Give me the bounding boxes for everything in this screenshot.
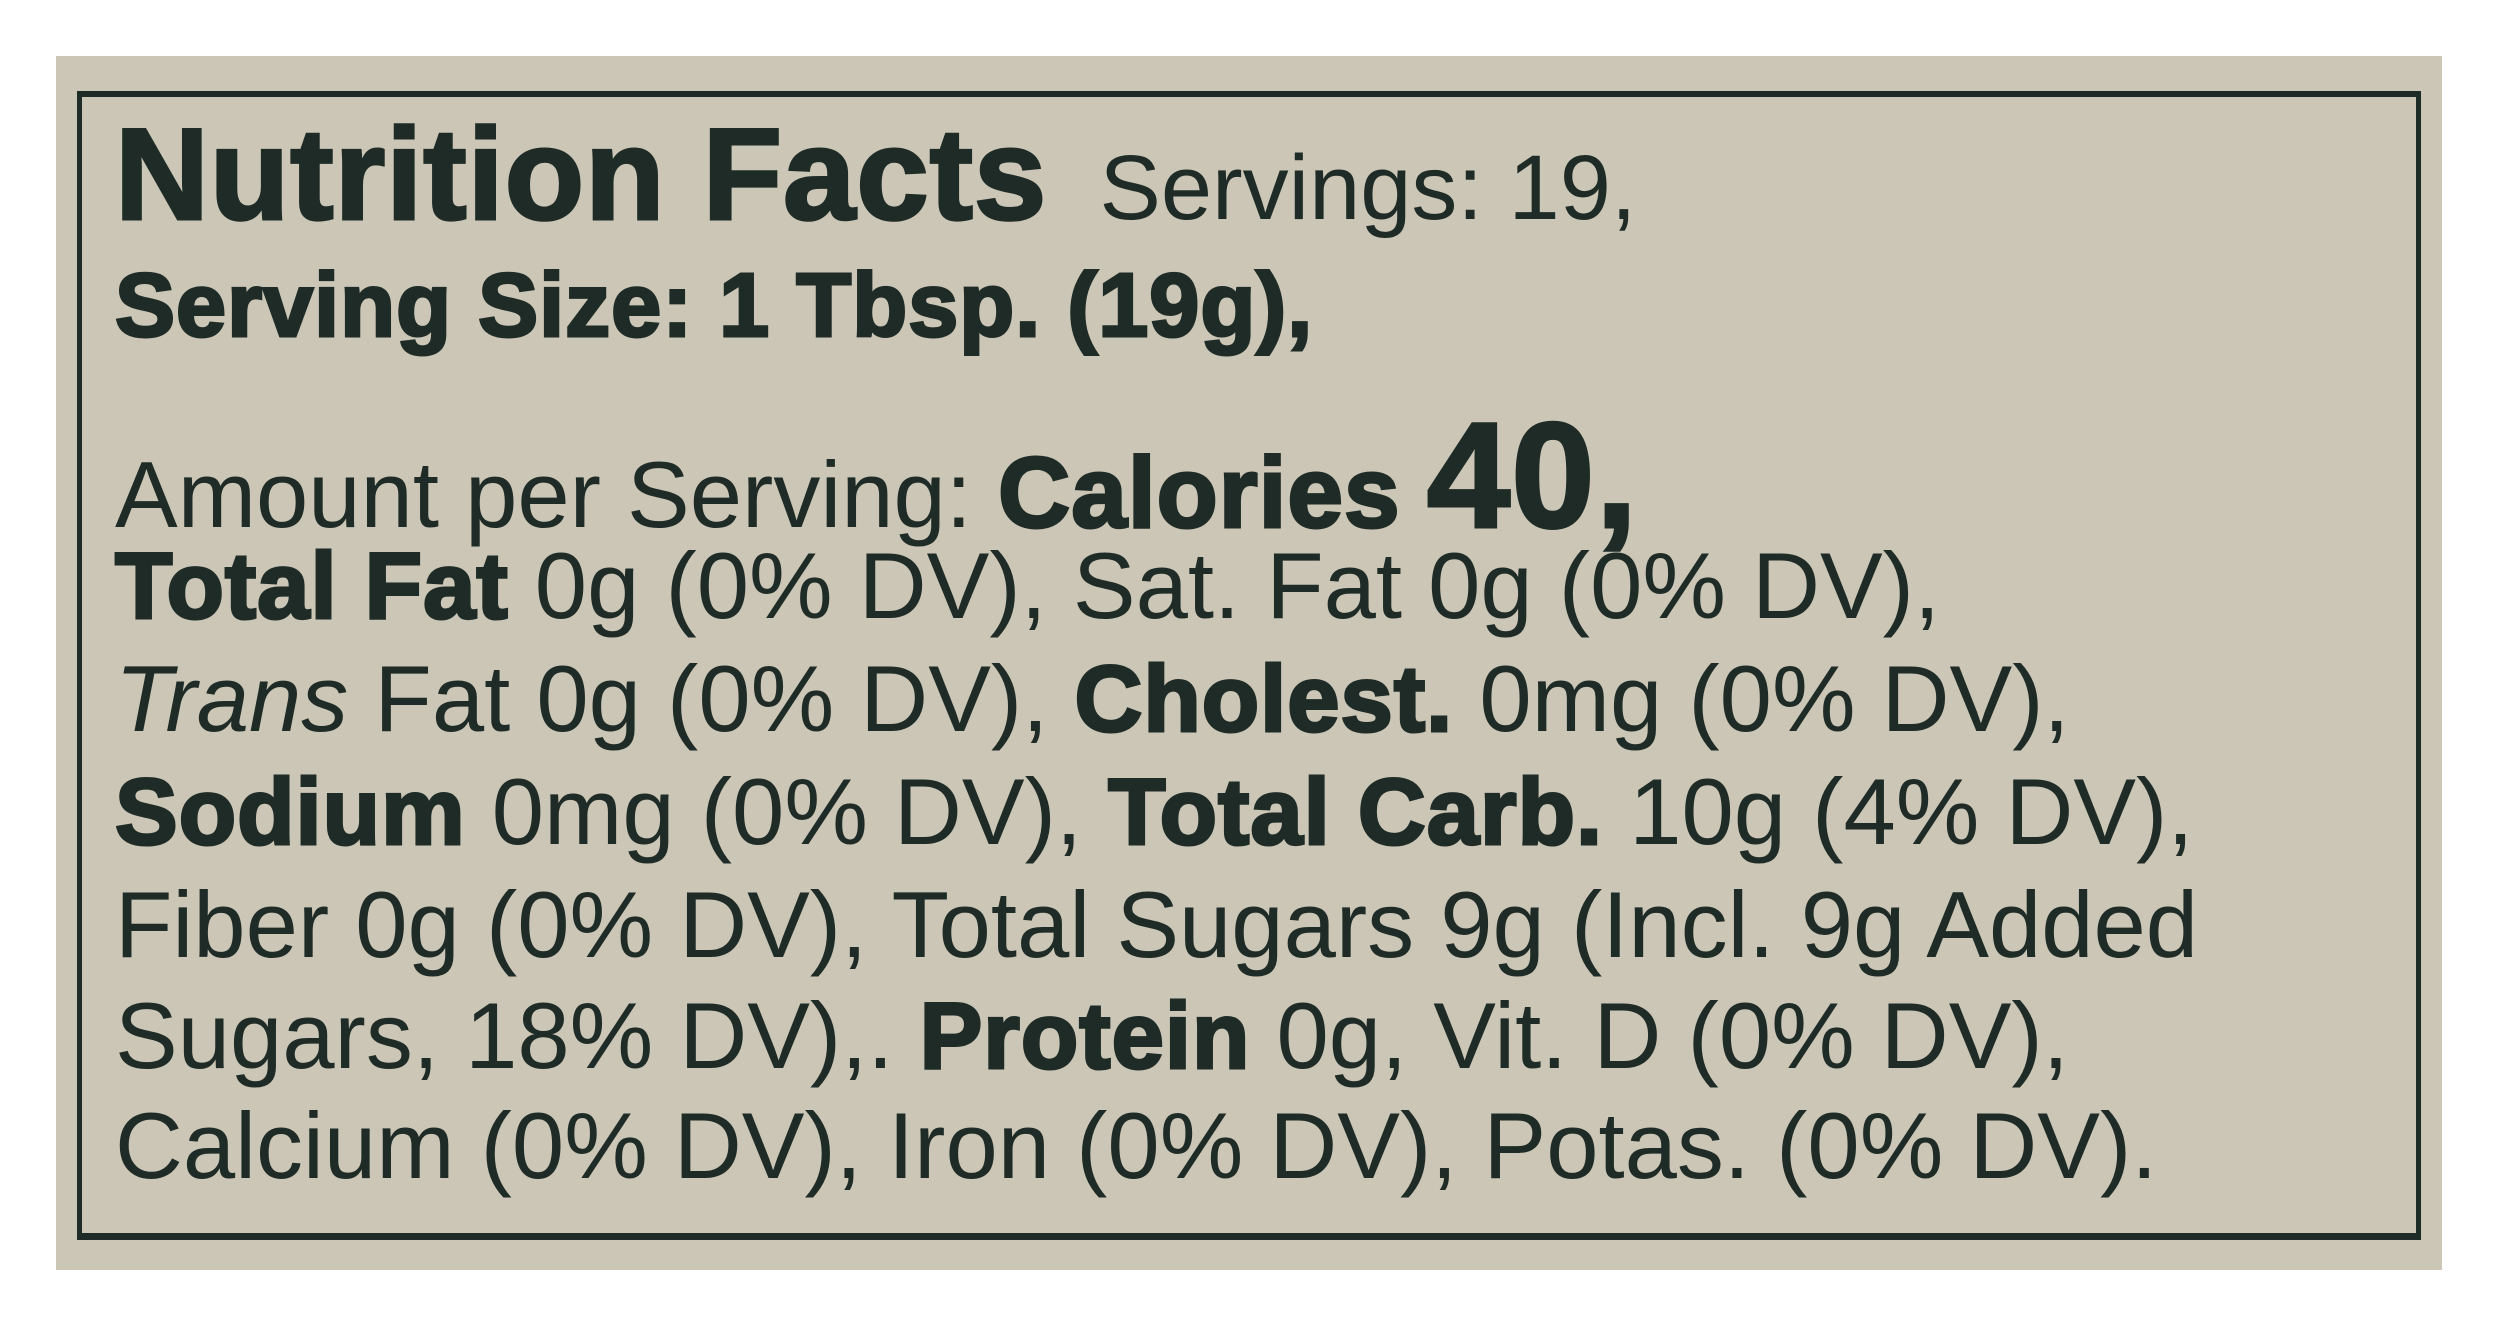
total-fat-label: Total Fat <box>114 532 510 640</box>
total-fat-value: 0g (0% DV), Sat. Fat 0g (0% DV), <box>508 533 1941 638</box>
label-border <box>77 91 2421 1240</box>
fat-line: Total Fat 0g (0% DV), Sat. Fat 0g (0% DV… <box>114 530 1941 642</box>
sodium-line: Sodium 0mg (0% DV), Total Carb. 10g (4% … <box>114 756 2194 868</box>
calories-label: Calories <box>997 436 1402 551</box>
fiber-sugars: Fiber 0g (0% DV), Total Sugars 9g (Incl.… <box>115 872 2199 977</box>
sodium-label: Sodium <box>114 758 467 866</box>
protein-label: Protein <box>918 982 1251 1090</box>
servings: Servings: 19, <box>1099 137 1637 239</box>
added-sugars: Sugars, 18% DV),. <box>115 983 920 1088</box>
trans-value: Fat 0g (0% DV), <box>348 646 1075 751</box>
cholest-value: 0mg (0% DV), <box>1453 646 2070 751</box>
label-panel <box>56 56 2442 1270</box>
carb-label: Total Carb. <box>1107 758 1604 866</box>
cholest-label: Cholest. <box>1073 645 1454 753</box>
trans-line: Trans Fat 0g (0% DV), Cholest. 0mg (0% D… <box>115 643 2070 755</box>
carb-value: 10g (4% DV), <box>1603 759 2194 864</box>
protein-line: Sugars, 18% DV),. Protein 0g, Vit. D (0%… <box>115 980 2069 1092</box>
sodium-value: 0mg (0% DV), <box>465 759 1109 864</box>
title-line: Nutrition Facts Servings: 19, <box>113 108 1637 244</box>
trans-label: Trans <box>115 646 349 751</box>
protein-value: 0g, Vit. D (0% DV), <box>1250 983 2069 1088</box>
serving-size: Serving Size: 1 Tbsp. (19g), <box>113 255 1314 358</box>
minerals: Calcium (0% DV), Iron (0% DV), Potas. (0… <box>115 1093 2158 1198</box>
label-title: Nutrition Facts <box>113 101 1048 247</box>
amount-per-serving: Amount per Serving: <box>115 442 972 547</box>
calories-value: 40, <box>1425 391 1639 559</box>
calories-line: Amount per Serving: Calories 40, <box>115 399 1639 565</box>
